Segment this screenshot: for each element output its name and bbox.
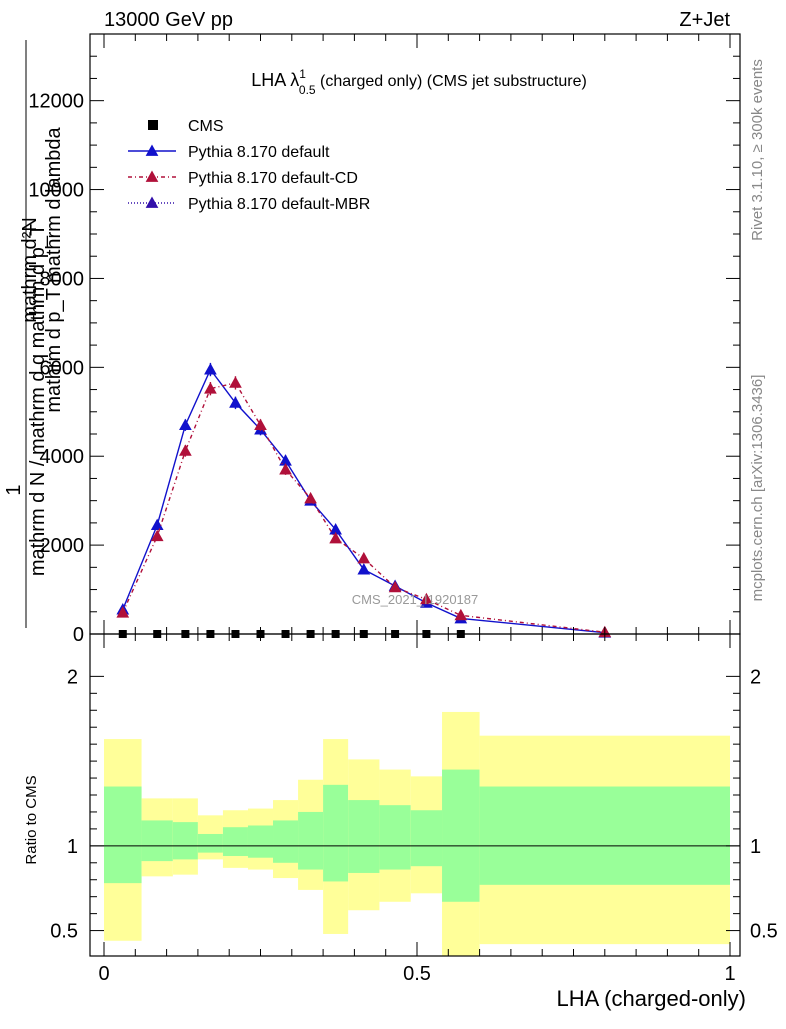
ratio-ytick-label-right-0: 0.5 xyxy=(750,921,778,943)
legend-marker-1 xyxy=(145,144,159,156)
main-ytick-label-1: 2000 xyxy=(40,535,85,557)
legend-marker-3 xyxy=(145,196,159,208)
ratio-xtick-label-1: 0.5 xyxy=(403,963,431,985)
ratio-band-green-10 xyxy=(379,805,411,870)
rivet-label: Rivet 3.1.10, ≥ 300k events xyxy=(749,59,766,241)
ratio-band-green-0 xyxy=(104,786,142,884)
series-point-2-8 xyxy=(329,531,342,544)
y-axis-title-main: mathrm d²N mathrm d p_T mathrm d lambda … xyxy=(3,40,65,628)
axes: 0 2000 4000 6000 8000 10000 12000 0 0.5 1 0.5 0.5 1 1… xyxy=(28,33,778,985)
legend-label-2: Pythia 8.170 default-CD xyxy=(188,170,358,187)
ratio-band-green-8 xyxy=(323,784,349,882)
main-ytick-label-2: 4000 xyxy=(40,446,85,468)
ratio-xtick-label-0: 0 xyxy=(98,963,109,985)
legend: CMS Pythia 8.170 default Pythia 8.170 defa… xyxy=(128,118,370,213)
main-ytick-label-4: 8000 xyxy=(40,268,85,290)
ratio-ytick-label-1: 1 xyxy=(67,836,78,858)
series-point-1-4 xyxy=(229,396,242,408)
ratio-band-green-4 xyxy=(222,827,248,857)
ratio-ytick-label-0: 0.5 xyxy=(50,921,78,943)
series-line-2 xyxy=(122,382,605,633)
ratio-band-green-6 xyxy=(273,820,299,863)
ratio-band-green-9 xyxy=(348,800,380,873)
legend-label-0: CMS xyxy=(188,118,224,135)
series-point-2-3 xyxy=(204,382,217,394)
series-point-2-11 xyxy=(420,592,433,605)
ratio-band-green-3 xyxy=(197,833,223,853)
series-point-1-1 xyxy=(150,518,164,531)
ratio-ylabel: Ratio to CMS xyxy=(23,775,40,864)
legend-label-3: Pythia 8.170 default-MBR xyxy=(188,196,370,213)
ratio-band-green-7 xyxy=(298,811,324,870)
ratio-band-green-1 xyxy=(141,820,173,862)
main-ytick-label-3: 6000 xyxy=(40,357,85,379)
x-axis-title: LHA (charged-only) xyxy=(556,986,746,1011)
ratio-ytick-label-right-2: 2 xyxy=(750,666,761,688)
legend-marker-2 xyxy=(145,170,159,182)
series-point-2-6 xyxy=(279,463,292,475)
ratio-band-green-11 xyxy=(410,810,443,867)
series-point-2-2 xyxy=(179,444,192,456)
ratio-band-green-2 xyxy=(172,822,198,860)
ratio-ytick-label-right-1: 1 xyxy=(750,836,761,858)
legend-label-1: Pythia 8.170 default xyxy=(188,144,330,161)
legend-marker-0 xyxy=(148,120,158,130)
series-point-2-1 xyxy=(150,529,164,542)
chart-title: LHA λ1 0.5 (charged only) (CMS jet substr… xyxy=(251,67,587,97)
ylabel-one: 1 xyxy=(3,484,25,495)
series-point-1-9 xyxy=(357,563,371,575)
mcplots-label: mcplots.cern.ch [arXiv:1306.3436] xyxy=(749,375,766,602)
ratio-bands xyxy=(90,711,740,956)
series-point-2-9 xyxy=(357,551,371,564)
main-ytick-label-6: 12000 xyxy=(28,91,84,113)
ratio-band-green-12 xyxy=(442,769,480,902)
series-point-1-2 xyxy=(179,418,192,431)
ylabel-numerator-2: mathrm d p_T mathrm d lambda xyxy=(43,126,65,412)
header-left: 13000 GeV pp xyxy=(104,9,233,31)
series-point-2-0 xyxy=(116,606,130,618)
watermark: CMS_2021_I1920187 xyxy=(352,592,479,607)
ratio-band-green-5 xyxy=(247,825,274,858)
ylabel-numerator: mathrm d²N xyxy=(19,217,41,323)
series-point-2-10 xyxy=(388,580,402,593)
main-ytick-label-0: 0 xyxy=(73,624,84,646)
series-point-2-7 xyxy=(304,491,317,504)
ratio-ytick-label-2: 2 xyxy=(67,666,78,688)
series-point-2-5 xyxy=(254,418,267,431)
ylabel-denominator: mathrm d N / mathrm d q mathrm d p_T xyxy=(27,224,49,576)
series-point-2-4 xyxy=(229,376,242,388)
main-ytick-label-5: 10000 xyxy=(28,180,84,202)
ratio-xtick-label-2: 1 xyxy=(724,963,735,985)
series-line-1 xyxy=(122,368,605,634)
series-point-2-12 xyxy=(454,608,468,621)
series-point-1-3 xyxy=(204,363,217,375)
ratio-band-green-13 xyxy=(479,786,730,885)
header-right: Z+Jet xyxy=(679,9,730,31)
